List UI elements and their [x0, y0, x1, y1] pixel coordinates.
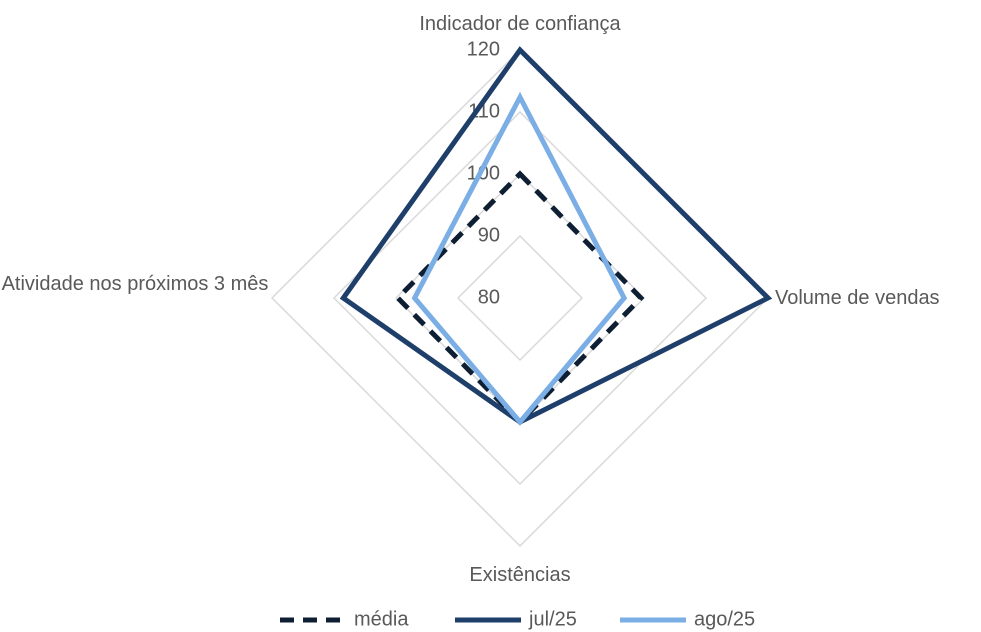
axis-label: Indicador de confiança — [419, 13, 621, 35]
tick-label: 90 — [478, 224, 500, 246]
tick-label: 120 — [467, 38, 500, 60]
tick-label: 110 — [468, 100, 500, 122]
grid-ring — [332, 110, 708, 486]
legend-label: média — [354, 608, 409, 630]
series-line — [339, 46, 773, 425]
series-line — [411, 91, 628, 426]
axis-label: Existências — [469, 564, 571, 586]
tick-label: 80 — [478, 286, 500, 308]
axis-label: Volume de vendas — [775, 287, 940, 309]
series-line — [394, 170, 645, 426]
grid-ring — [394, 172, 646, 424]
legend-label: ago/25 — [694, 608, 755, 630]
grid-ring — [456, 234, 584, 362]
legend-label: jul/25 — [528, 608, 577, 630]
axis-label: Atividade nos próximos 3 mês — [1, 273, 269, 295]
